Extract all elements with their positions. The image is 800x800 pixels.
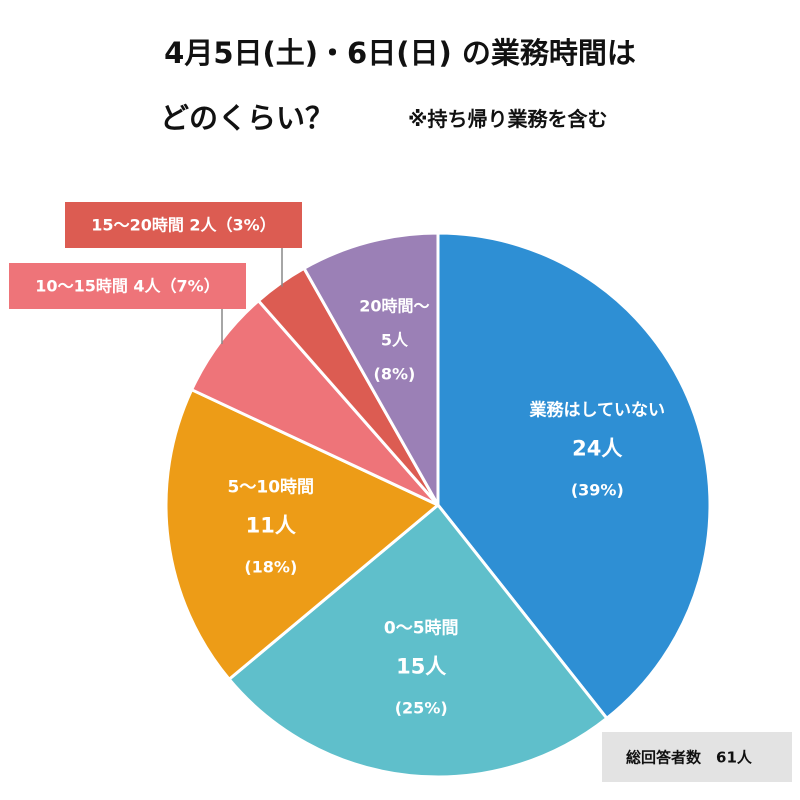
slice-label-5-10h-count: 11人 <box>246 514 296 538</box>
total-respondents-box: 総回答者数 61人 <box>602 732 792 782</box>
pie-slice-10-15h <box>190 299 440 507</box>
pie-callouts: 15〜20時間 2人（3%） 10〜15時間 4人（7%） <box>9 202 302 345</box>
pie-slice-5-10h <box>164 388 440 681</box>
slice-label-0-5h-name: 0〜5時間 <box>384 617 459 638</box>
chart-title-group: 4月5日(土)・6日(日) の業務時間は どのくらい？ ※持ち帰り業務を含む <box>160 36 636 135</box>
slice-label-5-10h-name: 5〜10時間 <box>228 477 315 498</box>
chart-title: 4月5日(土)・6日(日) の業務時間は <box>164 36 636 70</box>
slice-label-20h-plus-name: 20時間〜 <box>359 296 429 315</box>
pie-slices <box>164 231 712 779</box>
pie-slice-labels: 業務はしていない 24人 (39%) 0〜5時間 15人 (25%) 5〜10時間 11人 (1… <box>228 296 666 717</box>
slice-label-none-count: 24人 <box>572 437 622 461</box>
callout-text-15-20h: 15〜20時間 2人（3%） <box>91 216 275 235</box>
slice-label-0-5h-percent: (25%) <box>395 698 448 717</box>
pie-slice-0-5h <box>227 503 609 779</box>
chart-subtitle: ※持ち帰り業務を含む <box>408 107 607 131</box>
chart-title-line2: どのくらい？ <box>160 101 334 135</box>
callout-text-10-15h: 10〜15時間 4人（7%） <box>35 277 219 296</box>
callout-box-10-15h <box>9 263 246 309</box>
slice-label-20h-plus-percent: (8%) <box>374 364 416 383</box>
total-respondents-label: 総回答者数 61人 <box>626 749 753 767</box>
slice-label-none-name: 業務はしていない <box>530 400 666 421</box>
slice-label-0-5h-count: 15人 <box>396 654 446 678</box>
pie-slice-20h-plus <box>302 231 440 507</box>
slice-label-20h-plus-count: 5人 <box>381 330 409 349</box>
callout-box-15-20h <box>65 202 302 248</box>
slice-label-5-10h-percent: (18%) <box>244 558 297 577</box>
slice-label-none-percent: (39%) <box>571 481 624 500</box>
pie-slice-none <box>436 231 712 720</box>
total-box-background <box>602 732 792 782</box>
